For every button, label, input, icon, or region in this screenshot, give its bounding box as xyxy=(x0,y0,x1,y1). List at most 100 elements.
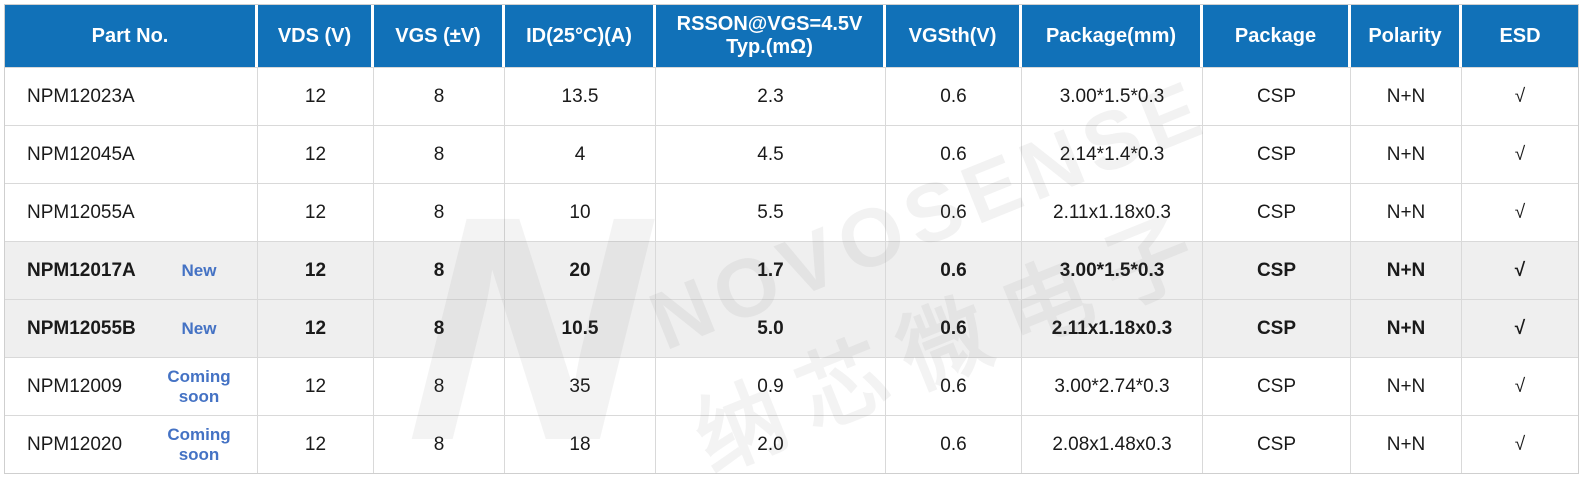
part-number: NPM12017A xyxy=(27,259,136,281)
cell-id: 13.5 xyxy=(505,67,656,125)
cell-vgs: 8 xyxy=(374,67,505,125)
cell-rsson: 2.3 xyxy=(656,67,886,125)
cell-esd-check: √ xyxy=(1462,299,1578,357)
table-row-highlighted: NPM12055B New 12 8 10.5 5.0 0.6 2.11x1.1… xyxy=(5,299,1578,357)
cell-package-mm: 3.00*2.74*0.3 xyxy=(1022,357,1203,415)
cell-package: CSP xyxy=(1203,415,1351,473)
cell-esd-check: √ xyxy=(1462,357,1578,415)
cell-package-mm: 3.00*1.5*0.3 xyxy=(1022,241,1203,299)
cell-esd-check: √ xyxy=(1462,183,1578,241)
cell-part-no: NPM12045A xyxy=(5,125,258,183)
cell-vds: 12 xyxy=(258,241,374,299)
cell-vgsth: 0.6 xyxy=(886,357,1022,415)
table-row: NPM12009 Coming soon 12 8 35 0.9 0.6 3.0… xyxy=(5,357,1578,415)
cell-vgsth: 0.6 xyxy=(886,299,1022,357)
column-header-package: Package xyxy=(1203,5,1351,67)
table-row: NPM12020 Coming soon 12 8 18 2.0 0.6 2.0… xyxy=(5,415,1578,473)
cell-rsson: 1.7 xyxy=(656,241,886,299)
cell-package: CSP xyxy=(1203,183,1351,241)
part-number: NPM12055B xyxy=(27,317,136,339)
cell-vgs: 8 xyxy=(374,299,505,357)
cell-package-mm: 2.14*1.4*0.3 xyxy=(1022,125,1203,183)
cell-id: 10.5 xyxy=(505,299,656,357)
cell-vgs: 8 xyxy=(374,357,505,415)
column-header-rsson: RSSON@VGS=4.5V Typ.(mΩ) xyxy=(656,5,886,67)
cell-package: CSP xyxy=(1203,67,1351,125)
cell-vgs: 8 xyxy=(374,183,505,241)
part-number: NPM12045A xyxy=(27,143,135,165)
column-header-vgsth: VGSth(V) xyxy=(886,5,1022,67)
table-header-row: Part No. VDS (V) VGS (±V) ID(25°C)(A) RS… xyxy=(5,5,1578,67)
cell-part-no: NPM12055B New xyxy=(5,299,258,357)
cell-esd-check: √ xyxy=(1462,67,1578,125)
cell-vds: 12 xyxy=(258,183,374,241)
cell-vgsth: 0.6 xyxy=(886,241,1022,299)
cell-vgsth: 0.6 xyxy=(886,415,1022,473)
cell-polarity: N+N xyxy=(1351,183,1462,241)
cell-rsson: 5.5 xyxy=(656,183,886,241)
cell-vds: 12 xyxy=(258,415,374,473)
cell-rsson: 4.5 xyxy=(656,125,886,183)
status-badge-coming-soon: Coming soon xyxy=(167,366,231,406)
column-header-esd: ESD xyxy=(1462,5,1578,67)
cell-esd-check: √ xyxy=(1462,241,1578,299)
column-header-part-no: Part No. xyxy=(5,5,258,67)
cell-polarity: N+N xyxy=(1351,299,1462,357)
cell-id: 10 xyxy=(505,183,656,241)
part-number: NPM12055A xyxy=(27,201,135,223)
cell-polarity: N+N xyxy=(1351,241,1462,299)
cell-vgs: 8 xyxy=(374,415,505,473)
part-number: NPM12009 xyxy=(27,375,123,397)
cell-package-mm: 2.11x1.18x0.3 xyxy=(1022,299,1203,357)
cell-package-mm: 3.00*1.5*0.3 xyxy=(1022,67,1203,125)
cell-part-no: NPM12023A xyxy=(5,67,258,125)
cell-vgsth: 0.6 xyxy=(886,125,1022,183)
cell-rsson: 2.0 xyxy=(656,415,886,473)
column-header-package-mm: Package(mm) xyxy=(1022,5,1203,67)
cell-vgsth: 0.6 xyxy=(886,67,1022,125)
table-row: NPM12055A 12 8 10 5.5 0.6 2.11x1.18x0.3 … xyxy=(5,183,1578,241)
cell-polarity: N+N xyxy=(1351,125,1462,183)
cell-package-mm: 2.11x1.18x0.3 xyxy=(1022,183,1203,241)
cell-package: CSP xyxy=(1203,357,1351,415)
cell-vgsth: 0.6 xyxy=(886,183,1022,241)
cell-package: CSP xyxy=(1203,241,1351,299)
cell-id: 20 xyxy=(505,241,656,299)
cell-polarity: N+N xyxy=(1351,415,1462,473)
mosfet-product-table: Part No. VDS (V) VGS (±V) ID(25°C)(A) RS… xyxy=(4,4,1579,474)
cell-polarity: N+N xyxy=(1351,67,1462,125)
cell-vds: 12 xyxy=(258,125,374,183)
cell-vds: 12 xyxy=(258,299,374,357)
cell-package: CSP xyxy=(1203,125,1351,183)
cell-package: CSP xyxy=(1203,299,1351,357)
cell-vgs: 8 xyxy=(374,125,505,183)
column-header-polarity: Polarity xyxy=(1351,5,1462,67)
column-header-vgs: VGS (±V) xyxy=(374,5,505,67)
cell-part-no: NPM12017A New xyxy=(5,241,258,299)
cell-id: 18 xyxy=(505,415,656,473)
cell-rsson: 0.9 xyxy=(656,357,886,415)
cell-part-no: NPM12009 Coming soon xyxy=(5,357,258,415)
cell-esd-check: √ xyxy=(1462,415,1578,473)
part-number: NPM12023A xyxy=(27,85,135,107)
cell-part-no: NPM12055A xyxy=(5,183,258,241)
part-number: NPM12020 xyxy=(27,433,123,455)
cell-polarity: N+N xyxy=(1351,357,1462,415)
cell-id: 4 xyxy=(505,125,656,183)
table-row: NPM12023A 12 8 13.5 2.3 0.6 3.00*1.5*0.3… xyxy=(5,67,1578,125)
column-header-id: ID(25°C)(A) xyxy=(505,5,656,67)
status-badge-new: New xyxy=(181,318,217,338)
cell-part-no: NPM12020 Coming soon xyxy=(5,415,258,473)
table-row: NPM12045A 12 8 4 4.5 0.6 2.14*1.4*0.3 CS… xyxy=(5,125,1578,183)
cell-esd-check: √ xyxy=(1462,125,1578,183)
cell-vds: 12 xyxy=(258,357,374,415)
cell-id: 35 xyxy=(505,357,656,415)
cell-vds: 12 xyxy=(258,67,374,125)
table-row-highlighted: NPM12017A New 12 8 20 1.7 0.6 3.00*1.5*0… xyxy=(5,241,1578,299)
cell-rsson: 5.0 xyxy=(656,299,886,357)
status-badge-new: New xyxy=(181,260,217,280)
column-header-vds: VDS (V) xyxy=(258,5,374,67)
status-badge-coming-soon: Coming soon xyxy=(167,424,231,464)
cell-vgs: 8 xyxy=(374,241,505,299)
